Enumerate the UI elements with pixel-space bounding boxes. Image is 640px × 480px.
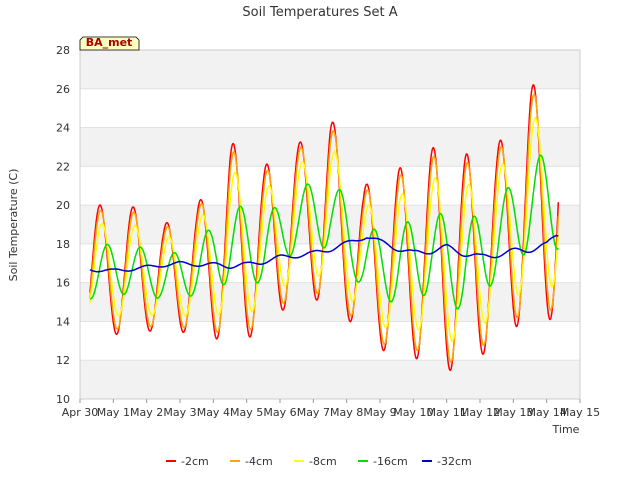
x-tick-label: Apr 30: [62, 406, 99, 419]
x-tick-label: May 14: [527, 406, 567, 419]
y-tick-label: 14: [56, 315, 70, 328]
legend: -2cm -4cm -8cm -16cm -32cm: [166, 455, 472, 468]
background-band: [80, 50, 580, 89]
y-tick-label: 20: [56, 199, 70, 212]
x-axis-label: Time: [552, 423, 580, 436]
x-tick-label: May 6: [263, 406, 296, 419]
x-tick-label: May 9: [363, 406, 396, 419]
y-tick-label: 18: [56, 238, 70, 251]
legend-label: -4cm: [245, 455, 273, 468]
y-tick-label: 22: [56, 160, 70, 173]
y-axis-ticks: 10 12 14 16 18 20 22 24 26 28: [56, 44, 70, 406]
x-tick-label: May 8: [330, 406, 363, 419]
y-tick-label: 28: [56, 44, 70, 57]
legend-label: -8cm: [309, 455, 337, 468]
x-tick-label: May 2: [130, 406, 163, 419]
y-tick-label: 24: [56, 122, 70, 135]
annotation-label: BA_met: [86, 36, 133, 49]
series-lines: [89, 84, 560, 372]
annotation-box: BA_met: [79, 36, 140, 51]
x-tick-label: May 7: [297, 406, 330, 419]
x-tick-label: May 11: [427, 406, 467, 419]
x-tick-label: May 5: [230, 406, 263, 419]
x-tick-label: May 4: [197, 406, 230, 419]
x-tick-label: May 15: [560, 406, 600, 419]
plot-frame: [79, 49, 581, 400]
chart-title: Soil Temperatures Set A: [242, 5, 397, 20]
series-line-16cm: [89, 154, 559, 310]
legend-label: -2cm: [181, 455, 209, 468]
legend-label: -32cm: [437, 455, 472, 468]
x-tick-label: May 10: [393, 406, 433, 419]
y-tick-label: 26: [56, 83, 70, 96]
y-axis-label: Soil Temperature (C): [7, 169, 20, 282]
series-line-32cm: [89, 234, 559, 273]
series-line-4cm: [89, 93, 560, 363]
y-tick-label: 12: [56, 354, 70, 367]
y-tick-label: 10: [56, 393, 70, 406]
legend-label: -16cm: [373, 455, 408, 468]
x-tick-label: May 1: [97, 406, 130, 419]
series-line-8cm: [89, 116, 560, 342]
x-tick-label: May 12: [460, 406, 500, 419]
background-band: [80, 360, 580, 399]
x-tick-label: May 13: [493, 406, 533, 419]
x-tick-label: May 3: [163, 406, 196, 419]
y-tick-label: 16: [56, 277, 70, 290]
